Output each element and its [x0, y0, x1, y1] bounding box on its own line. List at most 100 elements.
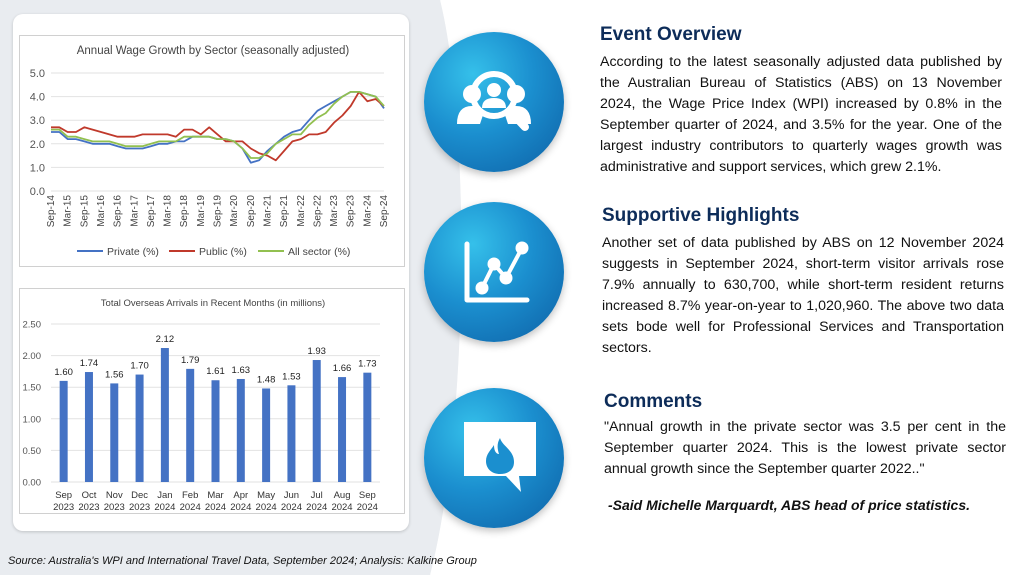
arrivals-x-year: 2024	[281, 502, 302, 513]
arrivals-x-month: Jun	[284, 490, 299, 501]
arrivals-bar	[186, 368, 195, 482]
arrivals-y-tick: 1.00	[23, 414, 42, 425]
highlights-title: Supportive Highlights	[602, 205, 800, 226]
arrivals-y-tick: 2.50	[23, 320, 42, 331]
flame-chat-icon	[464, 422, 536, 492]
arrivals-value-label: 1.63	[232, 365, 251, 376]
line-chart-icon	[464, 241, 530, 303]
wage-x-tick: Sep-18	[179, 195, 190, 228]
comments-quote: "Annual growth in the private sector was…	[604, 419, 1006, 477]
arrivals-x-month: Feb	[182, 490, 198, 501]
wage-x-tick: Mar-23	[329, 195, 340, 227]
arrivals-bar	[287, 385, 296, 482]
comments-attribution: -Said Michelle Marquardt, ABS head of pr…	[608, 497, 971, 513]
arrivals-x-year: 2024	[331, 502, 352, 513]
arrivals-bar	[84, 372, 93, 482]
arrivals-y-tick: 2.00	[23, 351, 42, 362]
wage-x-tick: Mar-18	[163, 195, 174, 227]
wage-x-tick: Sep-22	[312, 195, 323, 228]
arrivals-value-label: 1.93	[307, 346, 326, 357]
highlights-icon-circle	[424, 202, 564, 342]
wage-x-tick: Mar-19	[196, 195, 207, 227]
wage-x-tick: Sep-16	[113, 195, 124, 228]
arrivals-x-month: Sep	[359, 490, 376, 501]
highlights-body: Another set of data published by ABS on …	[602, 235, 1004, 356]
people-search-icon	[457, 71, 531, 131]
wage-legend-label: All sector (%)	[288, 246, 350, 258]
wage-x-tick: Mar-20	[229, 195, 240, 227]
arrivals-value-label: 1.61	[206, 366, 225, 377]
arrivals-y-tick: 0.00	[23, 478, 42, 489]
arrivals-x-month: May	[257, 490, 275, 501]
arrivals-value-label: 1.70	[130, 361, 149, 372]
arrivals-value-label: 1.56	[105, 369, 124, 380]
comments-title: Comments	[604, 391, 703, 412]
wage-line-all-sector	[51, 91, 385, 159]
arrivals-x-month: Jul	[311, 490, 323, 501]
wage-x-tick: Sep-17	[146, 195, 157, 228]
arrivals-value-label: 1.53	[282, 371, 301, 382]
wage-legend-label: Public (%)	[199, 246, 247, 258]
arrivals-value-label: 1.66	[333, 363, 352, 374]
arrivals-value-label: 1.48	[257, 374, 276, 385]
arrivals-bar	[262, 388, 271, 482]
arrivals-x-year: 2023	[104, 502, 125, 513]
arrivals-y-tick: 1.50	[23, 383, 42, 394]
arrivals-bar	[312, 360, 321, 482]
wage-x-tick: Mar-22	[296, 195, 307, 227]
overview-title: Event Overview	[600, 24, 742, 45]
wage-growth-chart: Annual Wage Growth by Sector (seasonally…	[19, 35, 405, 267]
arrivals-chart-svg: Total Overseas Arrivals in Recent Months…	[23, 298, 380, 513]
arrivals-x-year: 2023	[78, 502, 99, 513]
wage-y-tick: 2.0	[30, 139, 45, 151]
source-footer: Source: Australia's WPI and Internationa…	[8, 555, 477, 567]
arrivals-chart-title: Total Overseas Arrivals in Recent Months…	[101, 298, 325, 309]
arrivals-bar	[59, 380, 68, 482]
arrivals-value-label: 2.12	[156, 334, 175, 345]
arrivals-chart: Total Overseas Arrivals in Recent Months…	[19, 288, 405, 514]
arrivals-x-month: Apr	[233, 490, 248, 501]
arrivals-bar	[160, 348, 169, 482]
wage-chart-svg: Annual Wage Growth by Sector (seasonally…	[30, 45, 390, 258]
wage-y-tick: 1.0	[30, 162, 45, 174]
arrivals-x-month: Dec	[131, 490, 148, 501]
arrivals-x-month: Oct	[82, 490, 97, 501]
wage-x-tick: Mar-24	[362, 195, 373, 227]
arrivals-x-month: Jan	[157, 490, 172, 501]
wage-x-tick: Sep-23	[346, 195, 357, 228]
arrivals-x-year: 2024	[230, 502, 251, 513]
arrivals-bar	[110, 383, 119, 482]
wage-line-private	[51, 91, 385, 164]
arrivals-x-month: Nov	[106, 490, 123, 501]
arrivals-bar	[211, 380, 220, 482]
wage-x-tick: Sep-21	[279, 195, 290, 228]
wage-x-tick: Mar-21	[262, 195, 273, 227]
wage-x-tick: Mar-16	[96, 195, 107, 227]
arrivals-value-label: 1.60	[54, 367, 73, 378]
arrivals-x-month: Sep	[55, 490, 72, 501]
wage-legend-label: Private (%)	[107, 246, 159, 258]
arrivals-x-year: 2024	[306, 502, 327, 513]
arrivals-x-year: 2024	[205, 502, 226, 513]
wage-x-tick: Sep-20	[246, 195, 257, 228]
arrivals-value-label: 1.74	[80, 358, 99, 369]
arrivals-x-month: Mar	[207, 490, 223, 501]
wage-x-tick: Mar-17	[129, 195, 140, 227]
overview-body: According to the latest seasonally adjus…	[600, 54, 1002, 175]
arrivals-y-tick: 0.50	[23, 446, 42, 457]
arrivals-value-label: 1.79	[181, 355, 200, 366]
wage-x-tick: Sep-19	[213, 195, 224, 228]
arrivals-bar	[236, 378, 245, 482]
arrivals-x-year: 2023	[53, 502, 74, 513]
wage-y-tick: 5.0	[30, 68, 45, 80]
arrivals-x-year: 2024	[357, 502, 378, 513]
comments-icon-circle	[424, 388, 564, 528]
wage-x-tick: Mar-15	[63, 195, 74, 227]
arrivals-bar	[363, 372, 372, 482]
wage-y-tick: 4.0	[30, 92, 45, 104]
arrivals-x-year: 2023	[129, 502, 150, 513]
wage-x-tick: Sep-14	[46, 195, 57, 228]
arrivals-x-year: 2024	[180, 502, 201, 513]
arrivals-bar	[135, 374, 144, 482]
arrivals-bar	[338, 377, 347, 482]
